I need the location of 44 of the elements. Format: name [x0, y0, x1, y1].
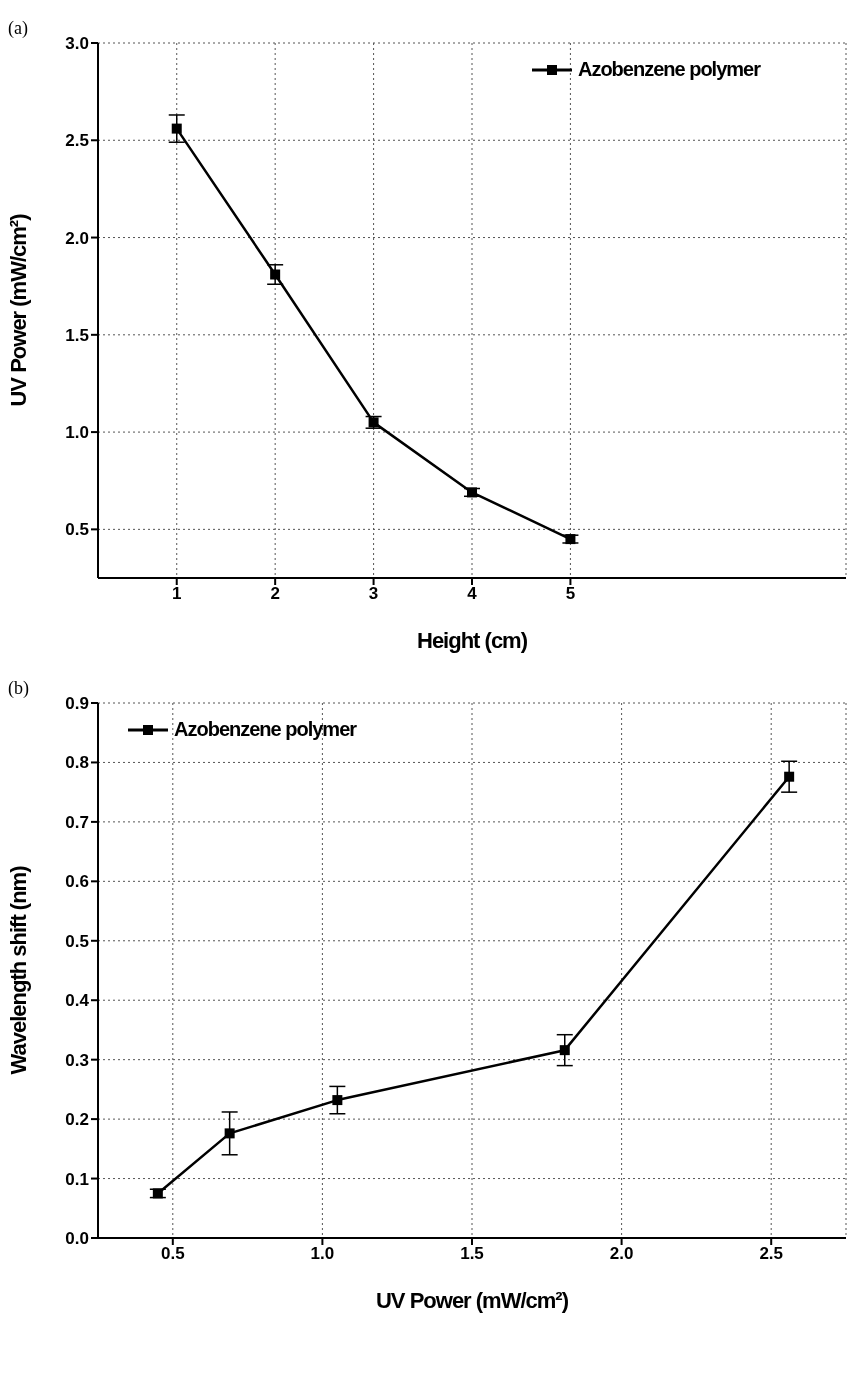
x-tick-label: 1.5	[460, 1244, 484, 1264]
x-tick-label: 2.0	[609, 1244, 634, 1264]
y-axis-title: Wavelength shift (nm)	[5, 865, 31, 1075]
y-tick-label: 0.1	[65, 1169, 89, 1189]
x-tick-label: 2	[270, 584, 280, 604]
y-tick-label: 0.6	[65, 872, 89, 892]
point	[368, 417, 379, 428]
y-tick-label: 0.7	[65, 812, 89, 832]
y-tick-label: 0.5	[65, 520, 89, 540]
point	[332, 1095, 343, 1106]
legend-label: Azobenzene polymer	[577, 58, 760, 81]
y-axis-title: UV Power (mW/cm²)	[5, 213, 31, 407]
y-tick-label: 0.5	[65, 931, 89, 951]
point	[565, 534, 576, 545]
x-axis-title: UV Power (mW/cm²)	[375, 1288, 569, 1313]
y-tick-label: 0.4	[65, 991, 90, 1011]
point	[467, 487, 477, 498]
y-tick-label: 0.0	[65, 1229, 89, 1249]
point	[152, 1188, 163, 1199]
x-tick-label: 1	[172, 584, 182, 604]
x-axis-title: Height (cm)	[417, 628, 528, 653]
point	[224, 1128, 235, 1139]
text: (b)	[8, 678, 29, 699]
y-tick-label: 0.8	[65, 753, 89, 773]
y-tick-label: 0.3	[65, 1050, 89, 1070]
point	[171, 123, 182, 134]
x-tick-label: 2.5	[759, 1244, 784, 1264]
point	[559, 1045, 570, 1056]
y-tick-label: 2.5	[65, 131, 89, 151]
x-tick-label: 4	[467, 584, 478, 604]
y-tick-label: 0.2	[65, 1110, 89, 1130]
x-tick-label: 5	[565, 584, 576, 604]
y-tick-label: 1.5	[65, 325, 89, 345]
x-tick-label: 1.0	[310, 1244, 335, 1264]
x-tick-label: 3	[368, 584, 379, 604]
y-tick-label: 3.0	[65, 34, 89, 54]
text: (a)	[8, 18, 28, 39]
legend-label: Azobenzene polymer	[174, 718, 357, 741]
y-tick-label: 1.0	[65, 423, 89, 443]
point	[784, 771, 795, 782]
y-tick-label: 0.9	[65, 694, 89, 714]
point	[270, 269, 281, 280]
y-tick-label: 2.0	[65, 228, 89, 248]
x-tick-label: 0.5	[160, 1244, 185, 1264]
